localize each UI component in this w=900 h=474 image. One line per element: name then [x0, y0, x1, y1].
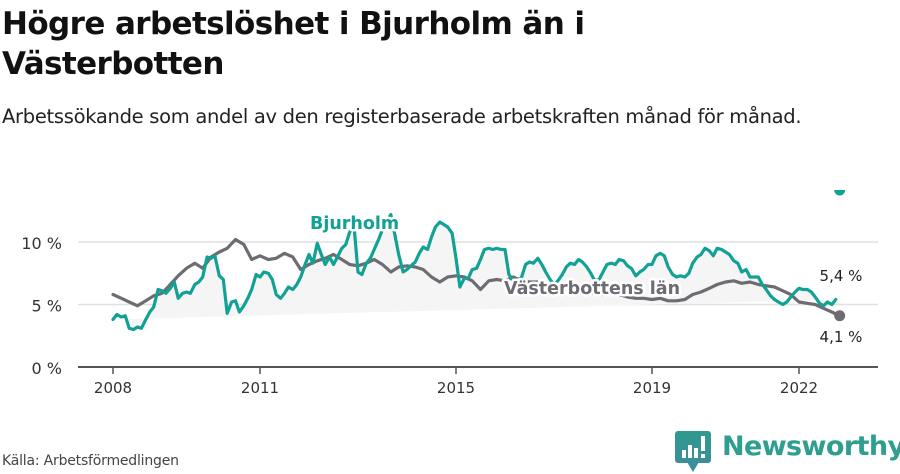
svg-text:Västerbottens län: Västerbottens län — [504, 279, 680, 299]
gap-fill-area — [113, 214, 836, 330]
x-tick-label: 2011 — [241, 379, 279, 397]
source-note: Källa: Arbetsförmedlingen — [2, 453, 179, 469]
end-marker-bjurholm — [834, 190, 846, 196]
chart-subtitle: Arbetssökande som andel av den registerb… — [2, 105, 802, 128]
y-tick-label: 0 % — [32, 359, 62, 378]
page-title: Högre arbetslöshet i Bjurholm än i Väste… — [2, 6, 585, 82]
svg-text:4,1 %: 4,1 % — [820, 328, 863, 346]
x-tick-label: 2015 — [437, 379, 475, 397]
brand-name: Newsworthy — [722, 431, 900, 462]
svg-text:5,4 %: 5,4 % — [820, 267, 863, 285]
value-label-vasterbotten: 4,1 % — [820, 328, 863, 346]
y-tick-label: 5 % — [32, 297, 62, 316]
y-tick-label: 10 % — [21, 234, 62, 253]
label-vasterbotten: Västerbottens län — [504, 279, 680, 299]
line-chart: 0 % 5 % 10 % 2008 2011 2015 2019 2022 Bjurholm… — [0, 190, 900, 410]
value-label-bjurholm: 5,4 % — [820, 267, 863, 285]
svg-text:Bjurholm: Bjurholm — [310, 214, 399, 234]
x-tick-label: 2022 — [780, 379, 818, 397]
label-bjurholm: Bjurholm — [310, 214, 399, 234]
line-bjurholm — [111, 212, 838, 332]
chart-canvas: 0 % 5 % 10 % 2008 2011 2015 2019 2022 Bjurholm… — [21, 190, 878, 397]
newsworthy-logo: Newsworthy — [674, 430, 900, 474]
x-axis: 2008 2011 2015 2019 2022 — [78, 366, 878, 397]
x-tick-label: 2019 — [633, 379, 671, 397]
line-vasterbotten — [111, 237, 842, 318]
x-tick-label: 2008 — [94, 379, 132, 397]
end-marker-vasterbotten — [834, 310, 846, 322]
bar-chart-speech-bubble-icon — [675, 431, 711, 472]
